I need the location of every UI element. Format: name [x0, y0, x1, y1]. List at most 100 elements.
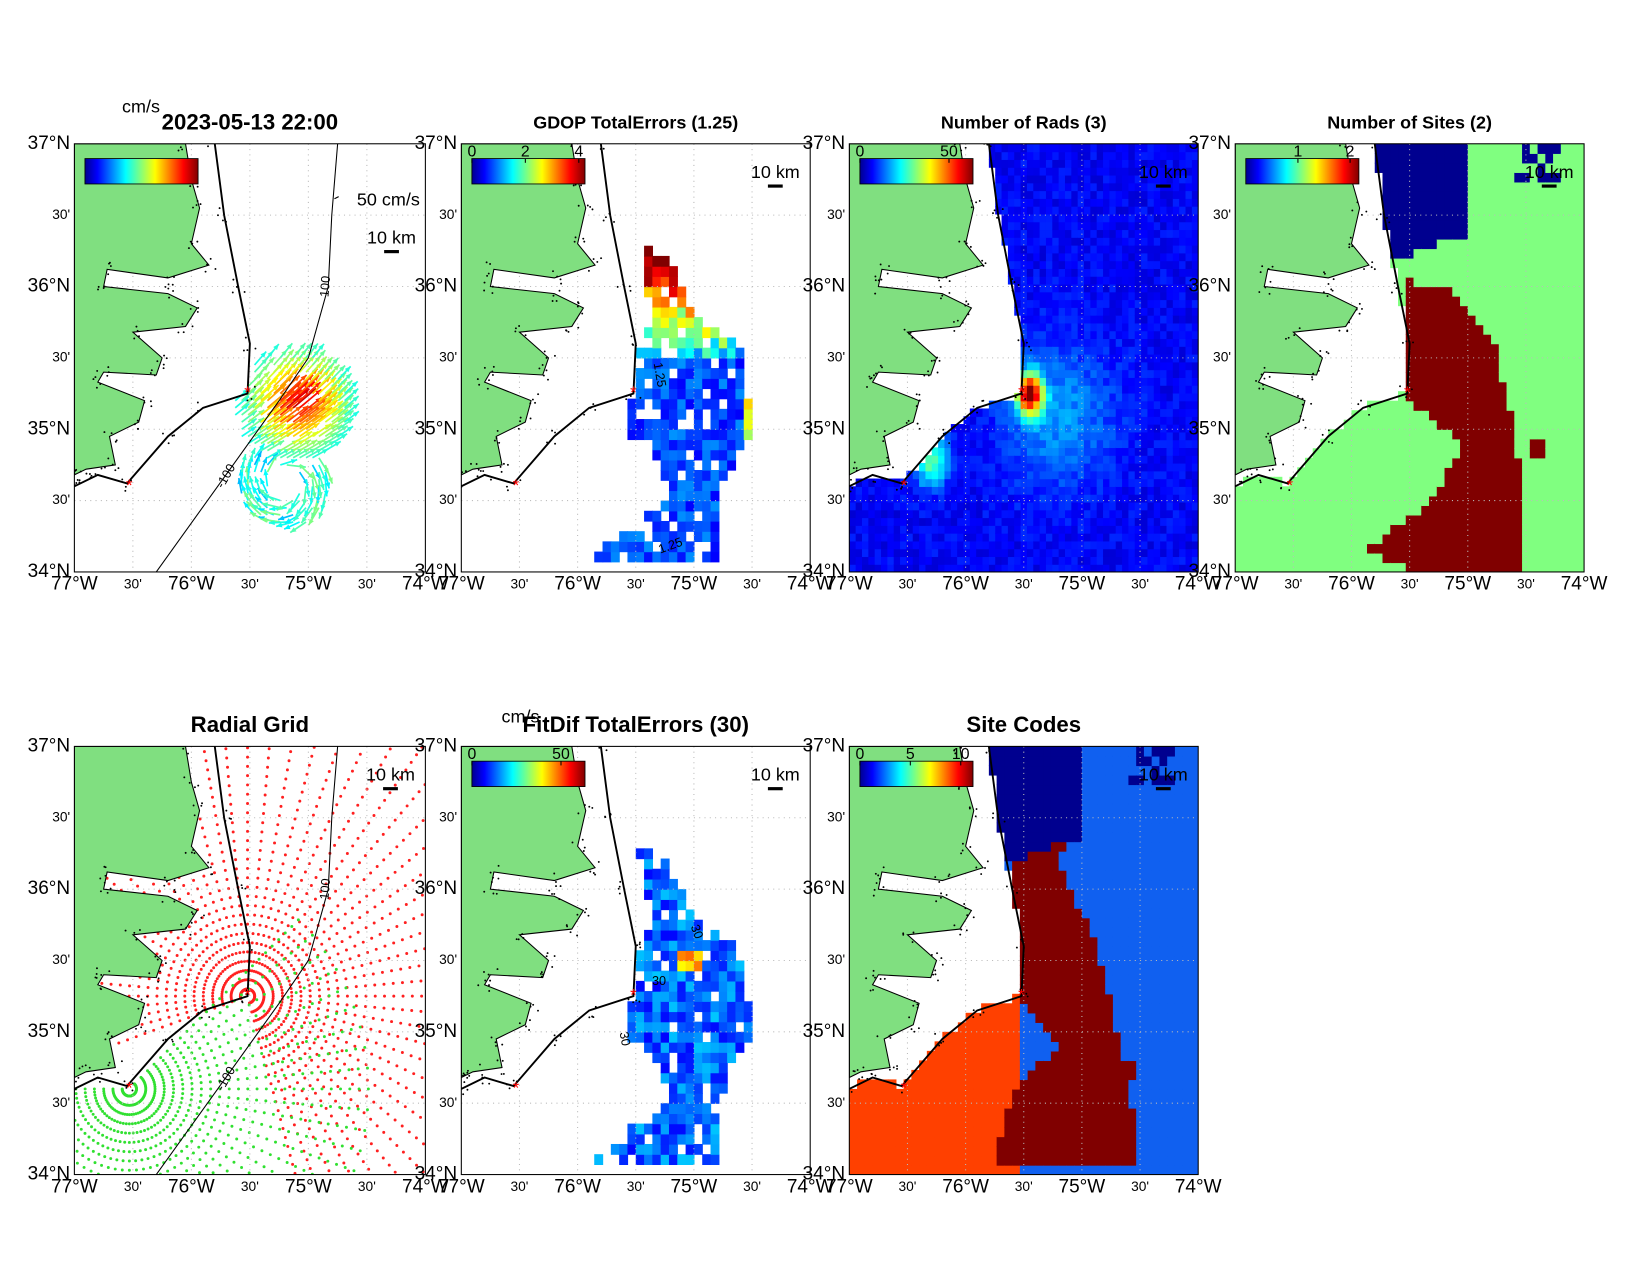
- field-cell: [925, 549, 932, 557]
- field-cell: [1135, 377, 1142, 385]
- field-cell: [1014, 455, 1021, 463]
- coast-dot: [486, 275, 488, 277]
- field-cell: [1116, 284, 1123, 292]
- field-cell: [989, 533, 996, 541]
- field-cell: [1128, 533, 1135, 541]
- radial-grid-point: [255, 1028, 258, 1031]
- field-cell: [1274, 515, 1282, 525]
- field-cell: [1097, 253, 1104, 261]
- field-cell: [1046, 152, 1053, 160]
- field-cell: [1122, 214, 1129, 222]
- field-cell: [1383, 458, 1391, 468]
- field-cell: [669, 358, 678, 369]
- coast-dot: [150, 405, 152, 407]
- field-cell: [677, 348, 686, 359]
- field-cell: [1576, 505, 1584, 515]
- field-cell: [1576, 144, 1584, 154]
- field-cell: [1173, 206, 1180, 214]
- field-cell: [1021, 167, 1028, 175]
- field-cell: [1336, 505, 1344, 515]
- field-cell: [661, 501, 670, 512]
- field-cell: [1103, 183, 1110, 191]
- coast-dot: [583, 241, 585, 243]
- field-cell: [887, 564, 894, 572]
- field-cell: [1090, 214, 1097, 222]
- field-cell: [1545, 467, 1553, 477]
- field-cell: [1103, 159, 1110, 167]
- field-cell: [1078, 175, 1085, 183]
- coast-dot: [1239, 481, 1241, 483]
- radial-grid-point: [320, 1152, 323, 1155]
- field-cell: [1344, 543, 1352, 553]
- field-cell: [1499, 201, 1507, 211]
- field-cell: [1514, 163, 1522, 173]
- field-cell: [1147, 533, 1154, 541]
- field-cell: [711, 552, 720, 563]
- coast-dot: [625, 395, 627, 397]
- field-cell: [644, 287, 653, 298]
- field-cell: [1179, 494, 1186, 502]
- field-cell: [1084, 486, 1091, 494]
- field-cell: [1147, 276, 1154, 284]
- field-cell: [1147, 315, 1154, 323]
- coast-dot: [99, 383, 101, 385]
- field-cell: [1173, 525, 1180, 533]
- field-cell: [735, 409, 744, 420]
- field-cell: [1476, 410, 1484, 420]
- field-cell: [1021, 292, 1028, 300]
- field-cell: [932, 533, 939, 541]
- field-cell: [1046, 245, 1053, 253]
- field-cell: [1538, 439, 1546, 449]
- field-cell: [970, 541, 977, 549]
- field-cell: [1445, 391, 1453, 401]
- field-cell: [1445, 562, 1453, 572]
- lat-tick-label: 35°N: [28, 418, 71, 439]
- field-cell: [711, 490, 720, 501]
- field-cell: [1154, 229, 1161, 237]
- field-cell: [1160, 447, 1167, 455]
- field-cell: [1383, 153, 1391, 163]
- field-cell: [1468, 248, 1476, 258]
- coast-dot: [1399, 385, 1401, 387]
- field-cell: [1021, 299, 1028, 307]
- field-cell: [1109, 370, 1116, 378]
- coast-dot: [1017, 339, 1019, 341]
- field-cell: [906, 533, 913, 541]
- field-cell: [1052, 276, 1059, 284]
- field-cell: [1002, 471, 1009, 479]
- field-cell: [1375, 410, 1383, 420]
- field-cell: [1421, 229, 1429, 239]
- field-cell: [1046, 214, 1053, 222]
- field-cell: [1084, 416, 1091, 424]
- field-cell: [983, 533, 990, 541]
- coast-dot: [1318, 370, 1320, 372]
- field-cell: [1122, 408, 1129, 416]
- field-cell: [1122, 245, 1129, 253]
- field-cell: [1116, 408, 1123, 416]
- field-cell: [1507, 315, 1515, 325]
- field-cell: [1445, 410, 1453, 420]
- field-cell: [1179, 533, 1186, 541]
- field-cell: [1576, 267, 1584, 277]
- field-cell: [1445, 163, 1453, 173]
- field-cell: [1251, 562, 1259, 572]
- field-cell: [1008, 253, 1015, 261]
- field-cell: [1186, 190, 1193, 198]
- field-cell: [1059, 292, 1066, 300]
- field-cell: [1046, 494, 1053, 502]
- field-cell: [976, 502, 983, 510]
- field-cell: [1507, 163, 1515, 173]
- coast-dot: [80, 471, 82, 473]
- field-cell: [652, 276, 661, 287]
- coast-dot: [996, 217, 998, 219]
- field-cell: [957, 432, 964, 440]
- field-cell: [1499, 306, 1507, 316]
- field-cell: [1445, 439, 1453, 449]
- field-cell: [1545, 325, 1553, 335]
- field-cell: [1483, 562, 1491, 572]
- field-cell: [1128, 494, 1135, 502]
- field-cell: [1052, 494, 1059, 502]
- field-cell: [1135, 393, 1142, 401]
- field-cell: [1179, 393, 1186, 401]
- field-cell: [906, 525, 913, 533]
